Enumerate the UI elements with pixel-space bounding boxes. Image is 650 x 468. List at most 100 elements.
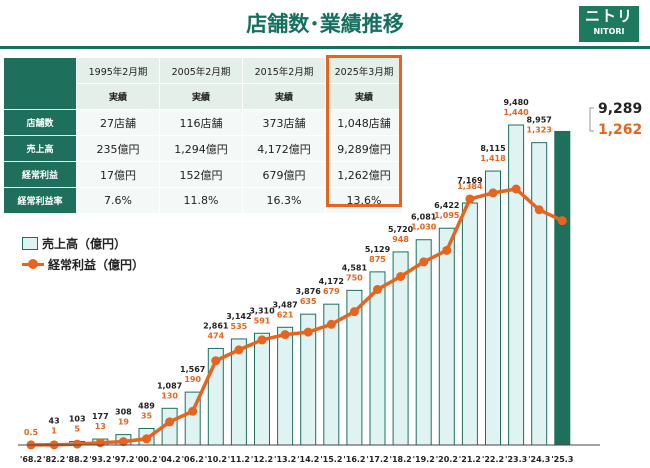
sales-data-label: 3,876 <box>296 287 322 296</box>
table-cell: 9,289億円 <box>325 135 403 162</box>
profit-point <box>257 335 267 345</box>
table-cell: 16.3% <box>242 187 326 214</box>
x-tick-label: '24.3 <box>528 455 550 464</box>
profit-data-label: 875 <box>369 255 386 264</box>
profit-point <box>488 188 498 198</box>
profit-data-label: 1 <box>51 427 57 436</box>
nitori-logo: ニトリ NITORI <box>579 6 639 42</box>
x-tick-label: '10.2 <box>205 455 227 464</box>
profit-point <box>303 327 313 337</box>
profit-data-label: 750 <box>346 273 363 282</box>
x-tick-label: '19.2 <box>413 455 435 464</box>
profit-line <box>30 187 564 447</box>
profit-data-label: 130 <box>161 391 178 400</box>
column-subheader: 実績 <box>242 83 326 110</box>
table-cell: 373店舗 <box>242 109 326 136</box>
profit-point <box>511 184 521 194</box>
sales-bar <box>230 338 247 446</box>
column-header: 1995年2月期 <box>76 57 160 84</box>
sales-data-label: 1,567 <box>180 365 205 374</box>
profit-data-label: 19 <box>118 418 130 427</box>
sales-bar <box>277 326 294 446</box>
sales-data-label: 5,720 <box>388 225 414 234</box>
sales-data-label: 489 <box>138 401 155 410</box>
table-row: 店舗数 27店舗 116店舗 373店舗 1,048店舗 <box>3 109 403 136</box>
profit-data-label: 1,384 <box>457 182 483 191</box>
profit-data-label: 1,440 <box>503 108 529 117</box>
sales-bar <box>485 170 501 446</box>
profit-data-label: 621 <box>277 310 294 319</box>
table-cell: 11.8% <box>159 187 243 214</box>
table-cell: 116店舗 <box>159 109 243 136</box>
sales-data-label: 103 <box>69 415 86 424</box>
sales-data-label: 43 <box>49 417 60 426</box>
x-tick-label: '12.2 <box>251 455 273 464</box>
profit-point <box>142 434 151 444</box>
profit-point <box>211 356 221 366</box>
logo-mark: ニトリ <box>584 7 633 25</box>
column-header: 2015年2月期 <box>242 57 326 84</box>
profit-point <box>349 307 359 317</box>
profit-data-label: 474 <box>207 331 224 340</box>
sales-bar <box>461 202 478 446</box>
profit-point <box>465 194 475 204</box>
table-cell: 152億円 <box>159 161 243 188</box>
x-tick-label: '04.2 <box>159 455 181 464</box>
profit-point <box>234 345 244 355</box>
column-subheader: 実績 <box>159 83 243 110</box>
column-subheader: 実績 <box>325 83 403 110</box>
x-tick-label: '23.3 <box>505 455 527 464</box>
profit-data-label: 1,418 <box>480 154 506 163</box>
sales-data-label: 9,289 <box>598 101 642 117</box>
chart-legend: 売上高（億円） 経常利益（億円） <box>22 233 144 275</box>
sales-bar <box>369 271 386 446</box>
profit-data-label: 1,262 <box>598 122 642 138</box>
profit-data-label: 5 <box>74 425 80 434</box>
profit-point <box>118 437 128 447</box>
x-tick-label: '20.2 <box>436 455 458 464</box>
sales-bar <box>254 332 270 446</box>
profit-data-label: 948 <box>392 235 409 244</box>
profit-point <box>419 257 429 267</box>
profit-point <box>72 439 82 449</box>
table-row: 売上高 235億円 1,294億円 4,172億円 9,289億円 <box>3 135 403 162</box>
x-tick-label: '15.2 <box>320 455 342 464</box>
column-header: 2025年3月期 <box>325 57 403 84</box>
row-label: 店舗数 <box>3 109 77 136</box>
table-cell: 1,262億円 <box>325 161 403 188</box>
sales-data-label: 4,581 <box>342 263 368 272</box>
sales-data-label: 1,087 <box>157 381 182 390</box>
profit-data-label: 1,095 <box>434 211 460 220</box>
sales-data-label: 3,487 <box>272 300 297 309</box>
table-cell: 235億円 <box>76 135 160 162</box>
x-tick-label: '88.2 <box>66 455 88 464</box>
profit-point <box>373 284 382 294</box>
last-value-bracket <box>589 107 594 132</box>
x-tick-label: '11.2 <box>228 455 250 464</box>
profit-data-label: 591 <box>254 316 271 325</box>
table-subheader-row: 実績 実績 実績 実績 <box>4 83 403 110</box>
profit-data-label: 35 <box>141 411 153 420</box>
x-tick-label: '68.2 <box>20 455 42 464</box>
profit-data-label: 1,323 <box>527 126 552 135</box>
row-label: 経常利益率 <box>3 187 77 214</box>
table-cell: 27店舗 <box>76 109 160 136</box>
table-header-row: 1995年2月期 2005年2月期 2015年2月期 2025年3月期 <box>3 57 403 110</box>
table-corner <box>3 57 77 110</box>
sales-data-label: 9,480 <box>503 98 529 107</box>
profit-data-label: 1,030 <box>411 223 437 232</box>
legend-bar-swatch <box>22 237 38 250</box>
sales-data-label: 4,172 <box>319 277 344 286</box>
table-cell: 7.6% <box>76 187 160 214</box>
profit-point <box>95 438 105 448</box>
profit-data-label: 635 <box>300 297 317 306</box>
sales-data-label: 177 <box>92 412 109 421</box>
profit-point <box>442 245 452 255</box>
legend-item-sales: 売上高（億円） <box>22 233 144 254</box>
sales-bar <box>554 130 571 446</box>
sales-data-label: 8,957 <box>527 116 552 125</box>
profit-data-label: 535 <box>231 322 248 331</box>
sales-data-label: 2,861 <box>203 321 229 330</box>
sales-bar <box>531 142 548 446</box>
sales-data-label: 8,115 <box>480 144 506 153</box>
